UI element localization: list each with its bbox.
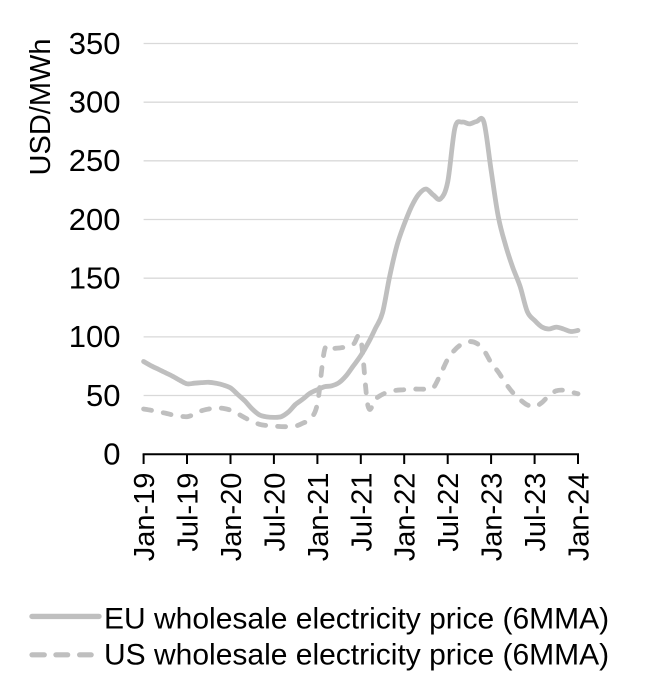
svg-text:Jul-19: Jul-19 <box>173 473 205 552</box>
svg-text:Jan-20: Jan-20 <box>216 473 248 562</box>
svg-text:Jan-21: Jan-21 <box>303 473 335 562</box>
svg-text:200: 200 <box>69 202 121 237</box>
svg-text:Jul-22: Jul-22 <box>433 473 465 552</box>
svg-text:Jan-22: Jan-22 <box>390 473 422 562</box>
svg-text:Jan-19: Jan-19 <box>129 473 161 562</box>
svg-text:Jan-24: Jan-24 <box>564 473 596 562</box>
svg-text:EU wholesale electricity price: EU wholesale electricity price (6MMA) <box>104 603 609 636</box>
svg-text:0: 0 <box>103 437 120 472</box>
svg-text:50: 50 <box>86 378 120 413</box>
svg-text:250: 250 <box>69 143 121 178</box>
svg-text:Jul-23: Jul-23 <box>520 473 552 552</box>
svg-text:300: 300 <box>69 85 121 120</box>
svg-text:350: 350 <box>69 26 121 61</box>
svg-text:100: 100 <box>69 319 121 354</box>
svg-text:Jul-21: Jul-21 <box>346 473 378 552</box>
svg-text:US wholesale electricity price: US wholesale electricity price (6MMA) <box>104 638 609 671</box>
svg-text:Jan-23: Jan-23 <box>477 473 509 562</box>
svg-text:Jul-20: Jul-20 <box>259 473 291 552</box>
svg-text:USD/MWh: USD/MWh <box>25 39 57 176</box>
svg-text:150: 150 <box>69 261 121 296</box>
